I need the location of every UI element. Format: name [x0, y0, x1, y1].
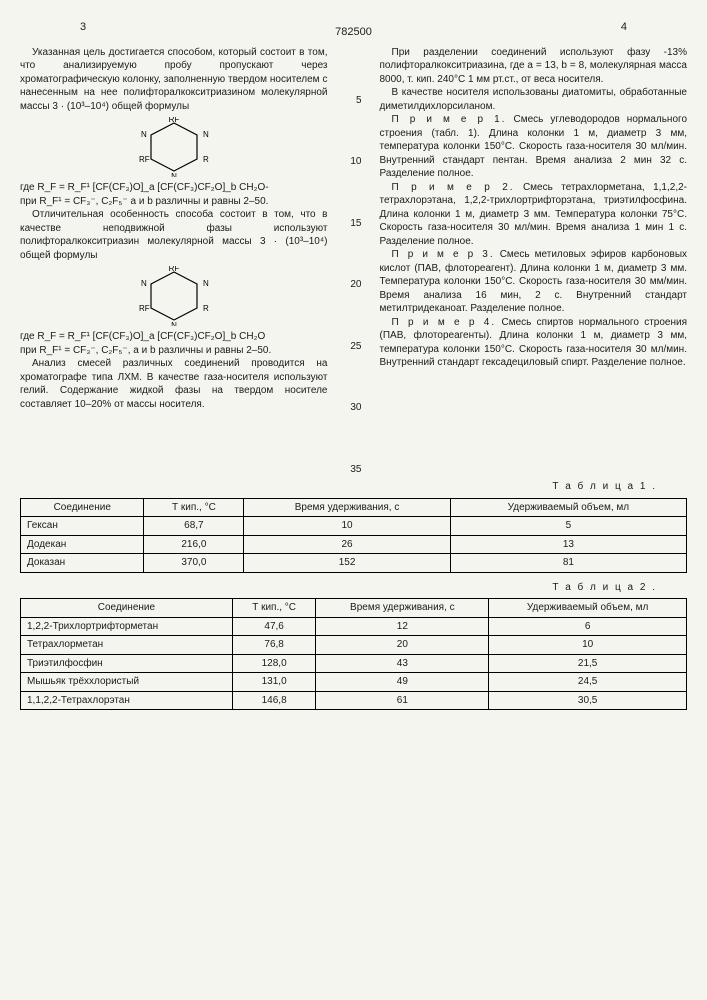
mark-10: 10 — [346, 155, 362, 169]
mark-35: 35 — [346, 463, 362, 477]
cell: 20 — [316, 636, 489, 655]
svg-text:RF: RF — [139, 155, 150, 164]
svg-text:RF: RF — [168, 266, 179, 273]
cell: Гексан — [21, 517, 144, 536]
table-row: 1,1,2,2-Тетрахлорэтан146,86130,5 — [21, 691, 687, 710]
example-1: П р и м е р 1. Смесь углеводородов норма… — [380, 113, 688, 181]
table-row: Мышьяк трёххлористый131,04924,5 — [21, 673, 687, 692]
cell: 13 — [450, 535, 686, 554]
mark-20: 20 — [346, 278, 362, 292]
table-row: Соединение Т кип., °С Время удерживания,… — [21, 599, 687, 618]
cell: 43 — [316, 654, 489, 673]
example-4: П р и м е р 4. Смесь спиртов нормального… — [380, 316, 688, 370]
cell: 146,8 — [232, 691, 316, 710]
cell: 10 — [244, 517, 451, 536]
cell: 76,8 — [232, 636, 316, 655]
cell: Мышьяк трёххлористый — [21, 673, 233, 692]
svg-text:RF: RF — [203, 304, 209, 313]
table-row: 1,2,2-Трихлортрифторметан47,6126 — [21, 617, 687, 636]
left-column: Указанная цель достигается способом, кот… — [20, 46, 328, 477]
table-1: Соединение Т кип., °С Время удерживания,… — [20, 498, 687, 573]
table1-label: Т а б л и ц а 1 . — [20, 480, 657, 494]
svg-text:N: N — [141, 279, 147, 288]
mark-30: 30 — [346, 401, 362, 415]
th-retention-time: Время удерживания, с — [316, 599, 489, 618]
svg-text:N: N — [171, 321, 177, 326]
table-row: Гексан68,7105 — [21, 517, 687, 536]
ex2-label: П р и м е р 2. — [392, 182, 515, 193]
cell: 370,0 — [144, 554, 244, 573]
cell: Триэтилфосфин — [21, 654, 233, 673]
cell: 30,5 — [489, 691, 687, 710]
cell: 152 — [244, 554, 451, 573]
mark-15: 15 — [346, 217, 362, 231]
right-p1: При разделении соединений используют фаз… — [380, 46, 688, 87]
table-row: Тетрахлорметан76,82010 — [21, 636, 687, 655]
left-p2: Отличительная особенность способа состои… — [20, 208, 328, 262]
svg-text:N: N — [171, 172, 177, 177]
cell: Тетрахлорметан — [21, 636, 233, 655]
cell: 12 — [316, 617, 489, 636]
cell: 10 — [489, 636, 687, 655]
table-row: Доказан370,015281 — [21, 554, 687, 573]
th-temp: Т кип., °С — [144, 498, 244, 517]
cell: 49 — [316, 673, 489, 692]
patent-number: 782500 — [20, 25, 687, 40]
cell: 131,0 — [232, 673, 316, 692]
cell: Додекан — [21, 535, 144, 554]
th-temp: Т кип., °С — [232, 599, 316, 618]
cell: 68,7 — [144, 517, 244, 536]
cell: 81 — [450, 554, 686, 573]
left-p3: Анализ смесей различных соединений прово… — [20, 357, 328, 411]
table-row: Додекан216,02613 — [21, 535, 687, 554]
example-3: П р и м е р 3. Смесь метиловых эфиров ка… — [380, 248, 688, 316]
svg-text:RF: RF — [203, 155, 209, 164]
right-column: При разделении соединений используют фаз… — [380, 46, 688, 477]
cell: 47,6 — [232, 617, 316, 636]
th-retention-time: Время удерживания, с — [244, 498, 451, 517]
svg-text:RF: RF — [139, 304, 150, 313]
th-retention-vol: Удерживаемый объем, мл — [489, 599, 687, 618]
formula-1a: где R_F = R_F¹ [CF(CF₃)O]_a [CF(CF₃)CF₂O… — [20, 181, 328, 195]
cell: 24,5 — [489, 673, 687, 692]
th-compound: Соединение — [21, 599, 233, 618]
ex1-label: П р и м е р 1. — [392, 114, 507, 125]
ex3-label: П р и м е р 3. — [392, 249, 495, 260]
cell: 216,0 — [144, 535, 244, 554]
formula-2a: где R_F = R_F¹ [CF(CF₃)O]_a [CF(CF₃)CF₂O… — [20, 330, 328, 344]
svg-text:N: N — [203, 279, 209, 288]
mark-25: 25 — [346, 340, 362, 354]
table-2: Соединение Т кип., °С Время удерживания,… — [20, 598, 687, 710]
cell: Доказан — [21, 554, 144, 573]
triazine-diagram-1: RF N RF N RF N — [20, 117, 328, 177]
left-p1: Указанная цель достигается способом, кот… — [20, 46, 328, 114]
cell: 26 — [244, 535, 451, 554]
cell: 1,2,2-Трихлортрифторметан — [21, 617, 233, 636]
cell: 5 — [450, 517, 686, 536]
cell: 61 — [316, 691, 489, 710]
example-2: П р и м е р 2. Смесь тетрахлорметана, 1,… — [380, 181, 688, 249]
line-number-gutter: 5 10 15 20 25 30 35 — [346, 46, 362, 477]
left-page-num: 3 — [80, 20, 86, 35]
th-compound: Соединение — [21, 498, 144, 517]
formula-1b: при R_F¹ = CF₃⁻, C₂F₅⁻ a и b различны и … — [20, 195, 328, 209]
formula-2b: при R_F¹ = CF₃⁻, C₂F₅⁻, a и b различны и… — [20, 344, 328, 358]
cell: 21,5 — [489, 654, 687, 673]
right-p2: В качестве носителя использованы диатоми… — [380, 86, 688, 113]
ex4-label: П р и м е р 4. — [392, 317, 497, 328]
triazine-diagram-2: RF N RF N RF N — [20, 266, 328, 326]
svg-text:N: N — [203, 130, 209, 139]
cell: 128,0 — [232, 654, 316, 673]
table-row: Соединение Т кип., °С Время удерживания,… — [21, 498, 687, 517]
svg-text:RF: RF — [168, 117, 179, 124]
svg-text:N: N — [141, 130, 147, 139]
mark-5: 5 — [346, 94, 362, 108]
cell: 1,1,2,2-Тетрахлорэтан — [21, 691, 233, 710]
table-row: Триэтилфосфин128,04321,5 — [21, 654, 687, 673]
right-page-num: 4 — [621, 20, 627, 35]
th-retention-vol: Удерживаемый объем, мл — [450, 498, 686, 517]
cell: 6 — [489, 617, 687, 636]
table2-label: Т а б л и ц а 2 . — [20, 581, 657, 595]
